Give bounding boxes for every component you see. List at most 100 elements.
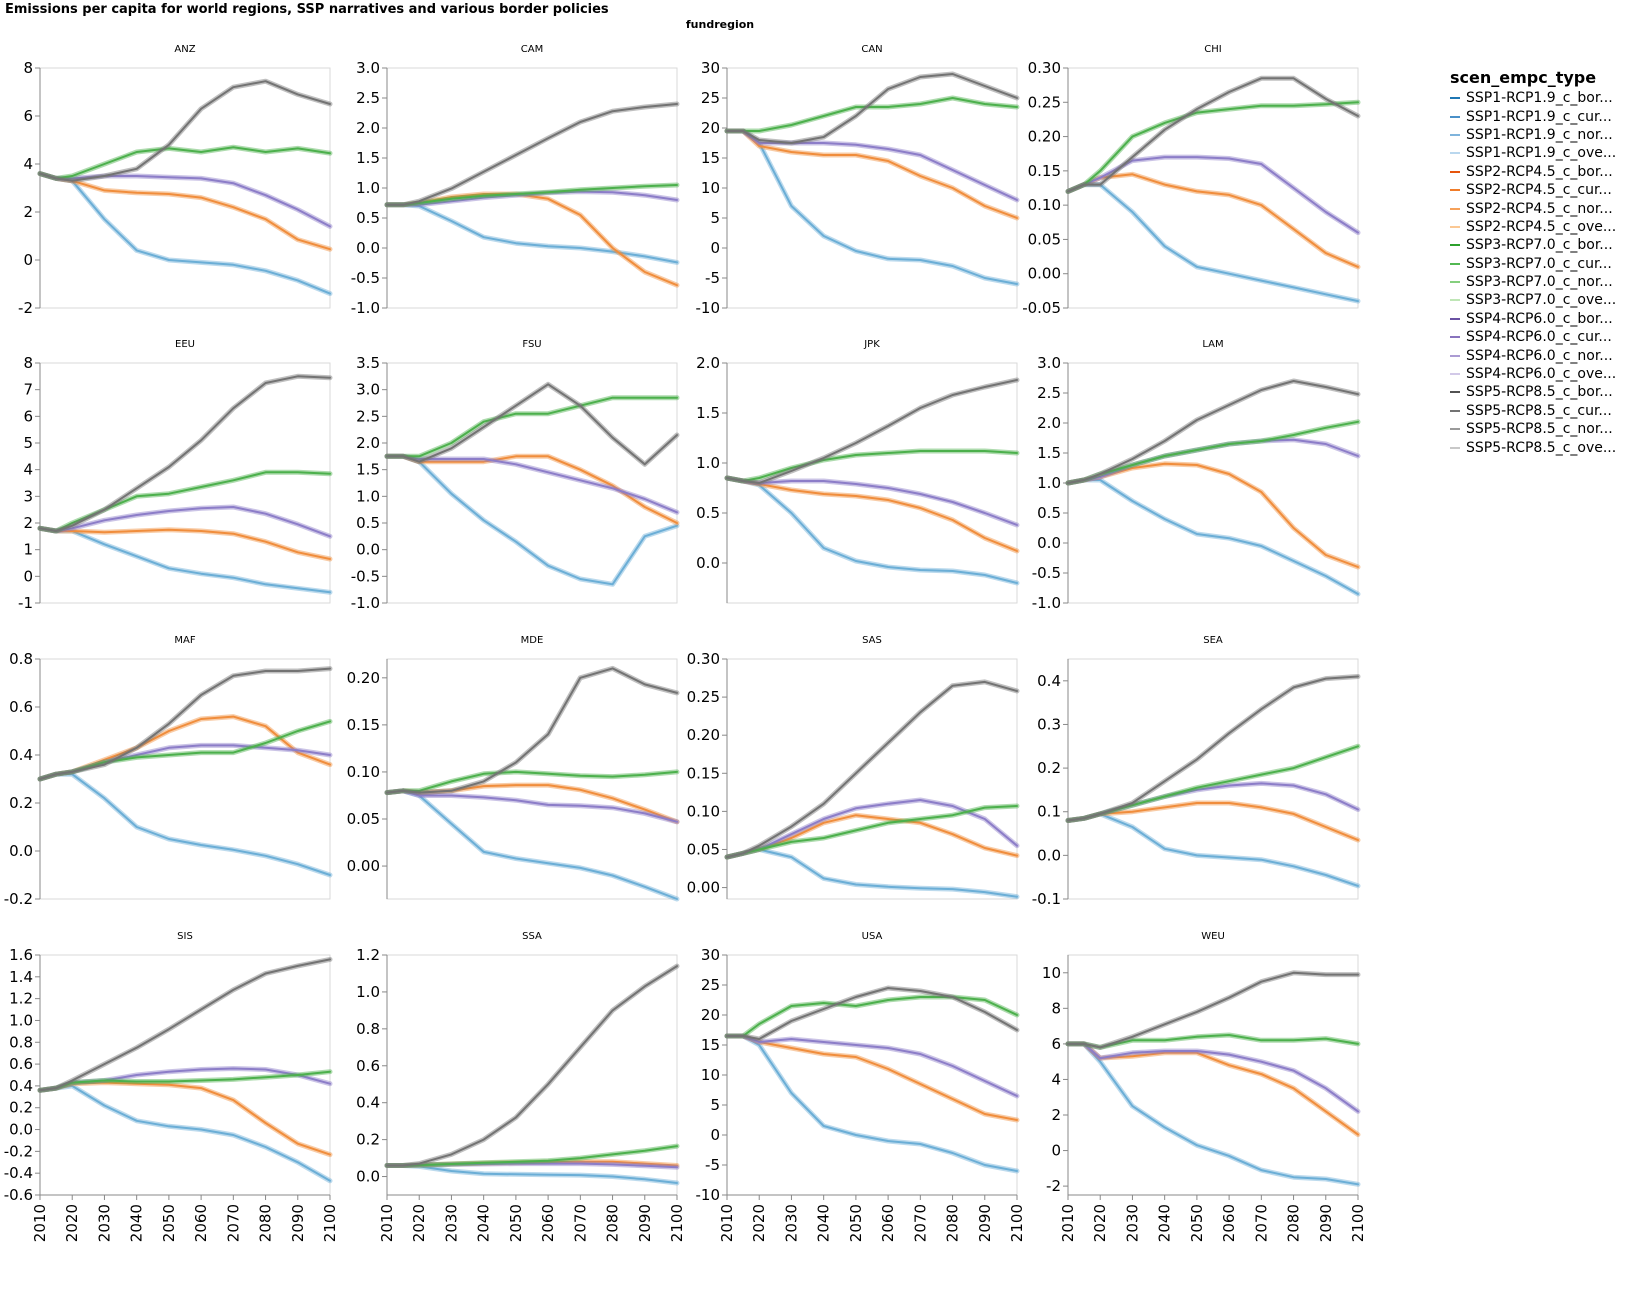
series-line-ssp5 (1067, 380, 1359, 484)
panel-title: SAS (862, 635, 882, 646)
legend-item[interactable]: SSP1-RCP1.9_c_bor... (1450, 89, 1630, 107)
series-line-ssp5-band (37, 78, 333, 184)
legend-label: SSP5-RCP8.5_c_cur... (1466, 402, 1612, 419)
series-line-ssp1 (39, 773, 331, 876)
legend-item[interactable]: SSP1-RCP1.9_c_ove... (1450, 144, 1630, 162)
series-line-ssp1-band (384, 453, 680, 587)
y-tick-label: 8 (1051, 999, 1061, 1017)
x-tick-label: 2090 (1317, 1204, 1335, 1242)
legend-swatch (1450, 281, 1460, 284)
series-line-ssp5 (1067, 675, 1359, 822)
y-tick-label: 0.4 (356, 1094, 380, 1112)
y-tick-label: 2 (23, 203, 33, 221)
series-line-ssp2-band (1065, 171, 1361, 270)
series-line-ssp5 (1067, 77, 1359, 193)
series-line-ssp3-band (37, 144, 333, 181)
panel-title: FSU (522, 339, 541, 350)
x-tick-label: 2100 (1349, 1204, 1367, 1242)
legend-swatch (1450, 170, 1460, 173)
legend-item[interactable]: SSP4-RCP6.0_c_cur... (1450, 328, 1630, 346)
y-tick-label: 0 (710, 1126, 720, 1144)
series-line-ssp2 (1067, 173, 1359, 268)
y-tick-label: 0.3 (1037, 715, 1061, 733)
legend-item[interactable]: SSP5-RCP8.5_c_nor... (1450, 420, 1630, 438)
series-line-ssp3 (386, 770, 678, 794)
series-line-ssp2 (39, 527, 331, 560)
panel-sis: SIS -0.6 -0.4 -0.2 0.0 0.2 0.4 0.6 0.8 1.0 1.2 1.4 1… (4, 931, 339, 1242)
y-tick-label: 3.0 (1037, 354, 1061, 372)
legend-swatch (1450, 152, 1460, 155)
legend-item[interactable]: SSP3-RCP7.0_c_cur... (1450, 255, 1630, 273)
legend-item[interactable]: SSP2-RCP4.5_c_cur... (1450, 181, 1630, 199)
y-tick-label: -0.2 (4, 890, 33, 908)
legend-item[interactable]: SSP3-RCP7.0_c_bor... (1450, 236, 1630, 254)
legend-item[interactable]: SSP4-RCP6.0_c_bor... (1450, 310, 1630, 328)
legend-item[interactable]: SSP1-RCP1.9_c_nor... (1450, 126, 1630, 144)
y-tick-label: 0.0 (1037, 846, 1061, 864)
legend-item[interactable]: SSP1-RCP1.9_c_cur... (1450, 107, 1630, 125)
series-line-ssp4-band (37, 742, 333, 782)
y-tick-label: 0.1 (1037, 803, 1061, 821)
legend-item[interactable]: SSP2-RCP4.5_c_bor... (1450, 163, 1630, 181)
y-tick-label: 0.20 (1028, 128, 1061, 146)
series-line-ssp2-band (724, 475, 1020, 554)
y-tick-label: 0 (23, 251, 33, 269)
legend-swatch (1450, 428, 1460, 431)
legend-item[interactable]: SSP2-RCP4.5_c_nor... (1450, 199, 1630, 217)
legend-item[interactable]: SSP4-RCP6.0_c_ove... (1450, 365, 1630, 383)
y-tick-label: -0.5 (1032, 564, 1061, 582)
legend-item[interactable]: SSP5-RCP8.5_c_ove... (1450, 438, 1630, 456)
chart-title: Emissions per capita for world regions, … (5, 2, 609, 17)
series-line-ssp4 (1067, 1042, 1359, 1113)
legend-title: scen_empc_type (1450, 68, 1597, 87)
y-tick-label: 0.0 (356, 1168, 380, 1186)
series-line-ssp5-band (724, 679, 1020, 860)
y-tick-label: -1 (18, 594, 33, 612)
y-tick-label: -1.0 (1032, 594, 1061, 612)
legend-item[interactable]: SSP5-RCP8.5_c_cur... (1450, 402, 1630, 420)
series-line-ssp5 (386, 965, 678, 1167)
y-tick-label: 0.0 (1037, 534, 1061, 552)
y-tick-label: 1.5 (696, 404, 720, 422)
panel-chi: CHI -0.05 0.00 0.05 0.10 0.15 0.20 0.25 0.30 (1022, 44, 1361, 317)
y-tick-label: 0.30 (1028, 59, 1061, 77)
y-tick-label: -5 (705, 1156, 720, 1174)
legend-item[interactable]: SSP2-RCP4.5_c_ove... (1450, 218, 1630, 236)
panel-maf: MAF -0.2 0.0 0.2 0.4 0.6 0.8 (4, 635, 333, 908)
y-tick-label: -0.05 (1022, 299, 1061, 317)
legend-item[interactable]: SSP3-RCP7.0_c_ove... (1450, 291, 1630, 309)
series-line-ssp5-band (724, 377, 1020, 486)
y-tick-label: 1.5 (1037, 444, 1061, 462)
y-tick-label: 0.10 (687, 802, 720, 820)
series-line-ssp2 (386, 193, 678, 287)
y-tick-label: 1.5 (356, 149, 380, 167)
y-tick-label: 6 (23, 407, 33, 425)
x-tick-label: 2020 (1091, 1204, 1109, 1242)
legend-label: SSP2-RCP4.5_c_bor... (1466, 163, 1613, 180)
panel-title: EEU (175, 339, 195, 350)
x-tick-label: 2030 (95, 1204, 113, 1242)
series-line-ssp4 (386, 190, 678, 206)
y-tick-label: 0.05 (1028, 230, 1061, 248)
x-tick-label: 2020 (410, 1204, 428, 1242)
series-line-ssp4 (726, 130, 1018, 201)
y-tick-label: -0.4 (4, 1164, 33, 1182)
series-line-ssp3 (1067, 101, 1359, 193)
legend-item[interactable]: SSP5-RCP8.5_c_bor... (1450, 383, 1630, 401)
y-tick-label: 30 (701, 946, 720, 964)
legend-item[interactable]: SSP3-RCP7.0_c_nor... (1450, 273, 1630, 291)
y-tick-label: 2 (1051, 1106, 1061, 1124)
x-tick-label: 2050 (507, 1204, 525, 1242)
y-tick-label: 1.0 (356, 983, 380, 1001)
legend-label: SSP5-RCP8.5_c_ove... (1466, 439, 1617, 456)
y-tick-label: 0.5 (696, 504, 720, 522)
y-tick-label: 5 (710, 209, 720, 227)
legend-label: SSP4-RCP6.0_c_ove... (1466, 366, 1617, 383)
legend-item[interactable]: SSP4-RCP6.0_c_nor... (1450, 346, 1630, 364)
y-tick-label: 0.2 (1037, 759, 1061, 777)
legend-swatch (1450, 336, 1460, 339)
x-tick-label: 2080 (944, 1204, 962, 1242)
y-tick-label: 10 (701, 1066, 720, 1084)
panel-frame (1067, 362, 1359, 604)
series-line-ssp1-band (724, 1033, 1020, 1174)
